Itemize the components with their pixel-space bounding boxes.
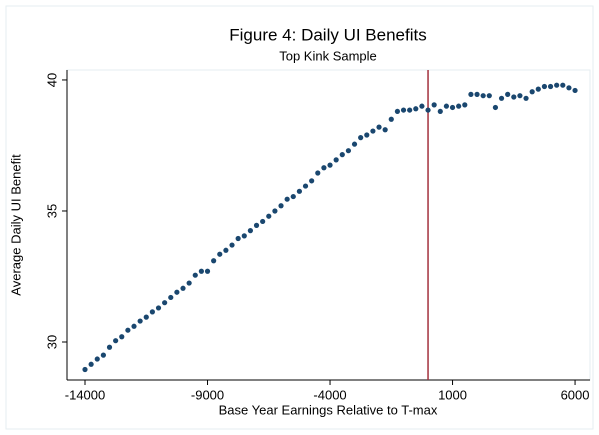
data-point xyxy=(168,294,174,301)
data-point xyxy=(180,285,186,291)
y-tick-label: 30 xyxy=(44,335,59,349)
data-point xyxy=(529,89,535,95)
data-point xyxy=(192,272,198,278)
data-point xyxy=(131,323,137,329)
data-point xyxy=(204,268,211,274)
data-point xyxy=(535,86,541,92)
x-axis-label: Base Year Earnings Relative to T-max xyxy=(219,402,438,417)
data-point xyxy=(358,135,364,141)
data-point xyxy=(505,91,511,97)
data-point xyxy=(486,93,492,99)
data-point xyxy=(125,327,131,333)
data-point xyxy=(321,165,327,171)
data-point xyxy=(217,251,223,257)
data-point xyxy=(517,93,523,99)
data-point xyxy=(229,242,235,248)
data-point xyxy=(462,102,468,108)
data-point xyxy=(566,85,572,91)
x-tick-label: -14000 xyxy=(65,387,105,402)
data-point xyxy=(155,305,162,311)
data-point xyxy=(100,352,106,358)
data-point xyxy=(253,222,260,228)
data-point xyxy=(198,268,204,274)
data-point xyxy=(370,128,376,134)
data-point xyxy=(284,196,290,202)
data-point xyxy=(554,82,560,88)
data-point xyxy=(88,361,94,367)
data-point xyxy=(241,233,247,239)
data-point xyxy=(511,94,517,100)
data-point xyxy=(468,91,474,97)
data-point xyxy=(407,107,413,113)
data-point xyxy=(443,103,450,109)
data-point xyxy=(364,132,370,138)
data-point xyxy=(339,152,345,158)
data-point xyxy=(247,228,253,234)
data-point xyxy=(296,188,303,194)
plot-area xyxy=(66,69,591,381)
data-point xyxy=(492,104,499,111)
data-point xyxy=(419,103,425,109)
y-axis-label: Average Daily UI Benefit xyxy=(8,154,23,296)
data-point xyxy=(437,108,443,115)
data-point xyxy=(560,82,566,88)
data-point xyxy=(388,116,394,122)
data-point xyxy=(351,141,358,147)
data-point xyxy=(394,108,401,115)
data-point xyxy=(162,300,168,306)
data-point xyxy=(143,314,149,320)
data-point xyxy=(400,107,407,113)
y-tick-label: 35 xyxy=(44,204,59,218)
y-tick-label: 40 xyxy=(44,73,59,87)
data-point xyxy=(413,106,419,112)
chart-title: Figure 4: Daily UI Benefits xyxy=(229,25,426,44)
data-point xyxy=(456,103,462,109)
data-point xyxy=(541,83,548,90)
data-point xyxy=(315,170,321,176)
data-point xyxy=(94,356,100,362)
data-point xyxy=(119,334,125,340)
data-point xyxy=(272,208,278,214)
data-point xyxy=(290,193,296,200)
data-point xyxy=(425,107,431,113)
data-point xyxy=(449,104,456,111)
data-point xyxy=(376,124,382,130)
data-point xyxy=(211,258,217,264)
data-point xyxy=(186,280,192,286)
data-point xyxy=(137,318,143,324)
outer-frame xyxy=(5,5,594,430)
data-point xyxy=(149,309,155,315)
data-point xyxy=(498,95,505,101)
x-tick-label: 1000 xyxy=(438,387,467,402)
data-point xyxy=(309,178,315,184)
data-point xyxy=(235,235,241,242)
data-point xyxy=(174,289,180,295)
data-point xyxy=(327,162,333,168)
data-point xyxy=(333,157,339,163)
data-point xyxy=(474,91,480,97)
x-tick-label: 6000 xyxy=(561,387,590,402)
data-point xyxy=(547,83,554,90)
x-tick-label: -4000 xyxy=(313,387,346,402)
data-point xyxy=(431,102,437,108)
data-point xyxy=(523,95,529,101)
data-point xyxy=(345,148,352,154)
data-point xyxy=(260,218,266,225)
data-point xyxy=(480,93,486,99)
x-tick-label: -9000 xyxy=(191,387,224,402)
data-point xyxy=(302,183,309,189)
data-point xyxy=(223,247,229,253)
data-point xyxy=(82,366,88,373)
data-point xyxy=(278,203,284,209)
data-point xyxy=(106,344,113,350)
data-point xyxy=(113,338,119,344)
data-point xyxy=(572,87,578,94)
data-point xyxy=(266,213,272,219)
chart-subtitle: Top Kink Sample xyxy=(279,48,377,63)
data-point xyxy=(382,127,388,133)
